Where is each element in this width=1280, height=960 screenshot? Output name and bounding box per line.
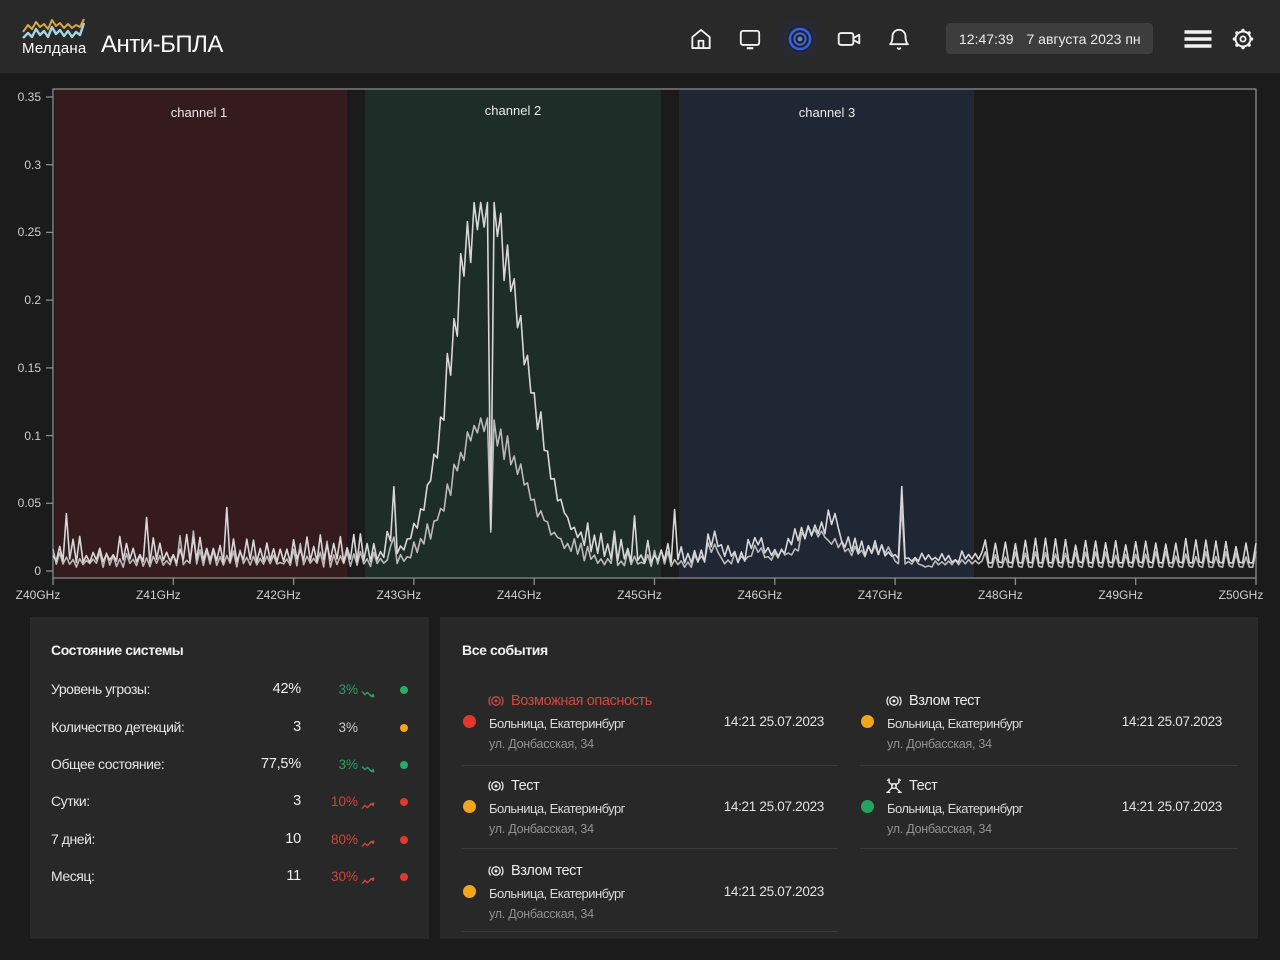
svg-text:Z42GHz: Z42GHz	[256, 588, 301, 602]
svg-text:Z46GHz: Z46GHz	[737, 588, 782, 602]
svg-text:Z44GHz: Z44GHz	[497, 588, 542, 602]
svg-text:0.15: 0.15	[18, 361, 42, 375]
svg-text:0.1: 0.1	[24, 429, 41, 443]
svg-text:0: 0	[34, 564, 41, 578]
svg-text:0.2: 0.2	[24, 293, 41, 307]
svg-text:Z48GHz: Z48GHz	[978, 588, 1023, 602]
svg-text:0.3: 0.3	[24, 158, 41, 172]
svg-text:Z47GHz: Z47GHz	[858, 588, 903, 602]
svg-text:Z49GHz: Z49GHz	[1098, 588, 1143, 602]
svg-text:Z50GHz: Z50GHz	[1219, 588, 1264, 602]
svg-text:channel 1: channel 1	[171, 105, 227, 120]
svg-text:0.35: 0.35	[18, 90, 42, 104]
svg-text:channel 2: channel 2	[485, 103, 541, 118]
svg-text:Z40GHz: Z40GHz	[16, 588, 61, 602]
svg-text:Z41GHz: Z41GHz	[136, 588, 181, 602]
svg-text:channel 3: channel 3	[799, 105, 855, 120]
svg-text:Z43GHz: Z43GHz	[377, 588, 422, 602]
svg-text:0.05: 0.05	[18, 496, 42, 510]
svg-text:0.25: 0.25	[18, 225, 42, 239]
svg-text:Z45GHz: Z45GHz	[617, 588, 662, 602]
